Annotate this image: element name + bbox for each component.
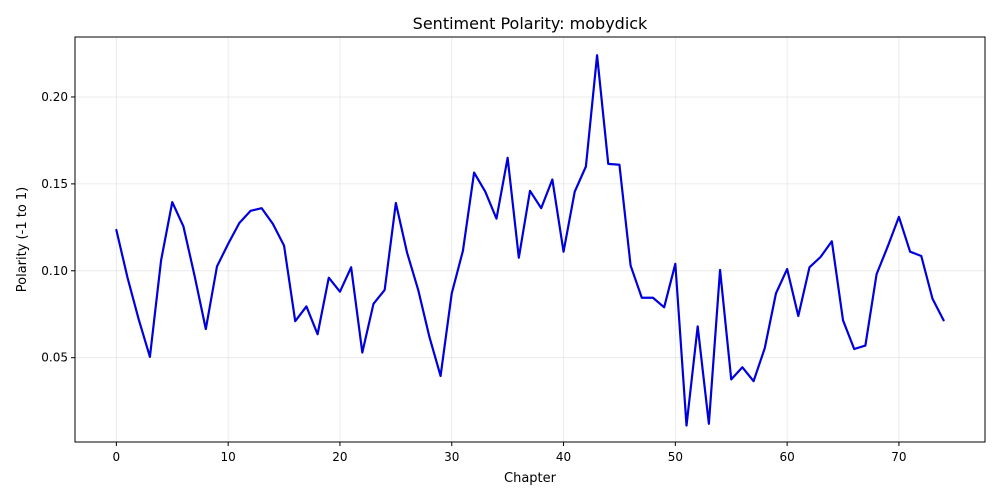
y-axis-label: Polarity (-1 to 1) (15, 187, 30, 292)
y-tick-label: 0.15 (41, 177, 68, 191)
x-tick-label: 60 (779, 450, 794, 464)
x-tick-label: 10 (221, 450, 236, 464)
x-axis-label: Chapter (504, 471, 557, 486)
y-axis: 0.05 0.10 0.15 0.20 (41, 90, 75, 365)
y-tick-label: 0.05 (41, 351, 68, 365)
chart-title: Sentiment Polarity: mobydick (413, 14, 648, 33)
y-tick-label: 0.20 (41, 90, 68, 104)
series-layer (115, 54, 945, 427)
x-axis: 0 10 20 30 40 50 60 70 (113, 442, 907, 464)
x-tick-label: 40 (556, 450, 571, 464)
grid-lines (75, 37, 985, 442)
plot-frame (74, 36, 986, 443)
x-tick-label: 30 (444, 450, 459, 464)
x-tick-label: 20 (332, 450, 347, 464)
series-line (115, 54, 945, 427)
x-tick-label: 50 (668, 450, 683, 464)
y-tick-label: 0.10 (41, 264, 68, 278)
x-tick-label: 0 (113, 450, 121, 464)
x-tick-label: 70 (891, 450, 906, 464)
